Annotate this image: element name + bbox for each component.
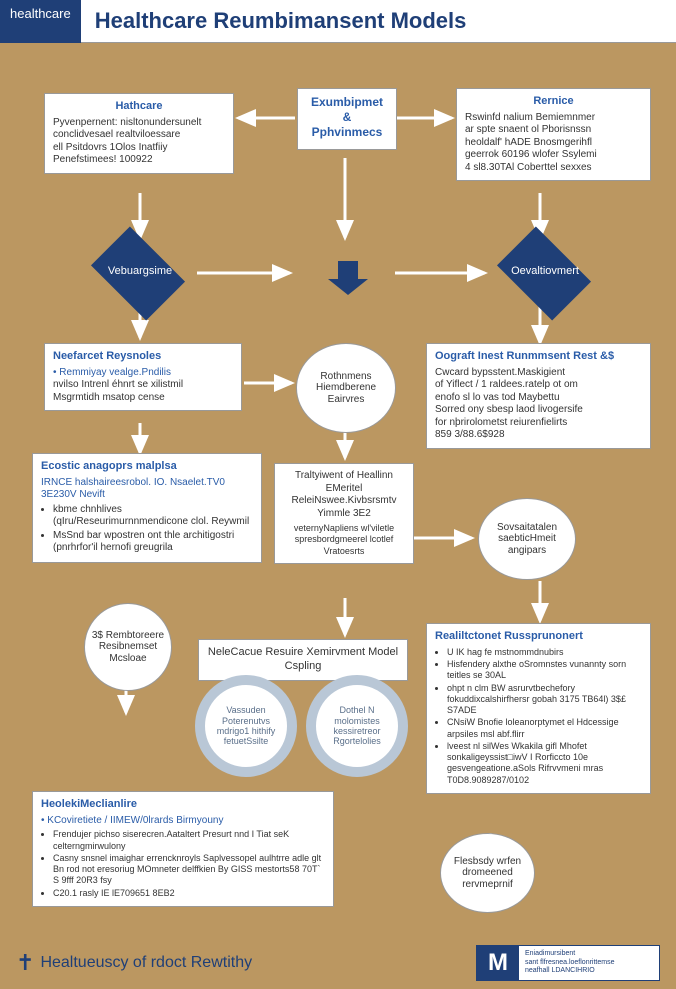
list-item: kbme chnhlives (qIru/Reseurimurnnmendico… [53, 504, 253, 529]
node-top-right: Rernice Rswinfd nalium Bemiemnmer ar spt… [456, 88, 651, 181]
node-list: kbme chnhlives (qIru/Reseurimurnnmendico… [41, 504, 253, 555]
node-line: heoldalf' hADE Bnosmgerihfl [465, 137, 642, 150]
list-item: U IK hag fe mstnommdnubirs [447, 647, 642, 658]
node-title: Ecostic anagoprs malplsa [41, 460, 253, 474]
node-title: Realiltctonet Russprunonert [435, 630, 642, 644]
page: healthcare Healthcare Reumbimansent Mode… [0, 0, 676, 989]
logo-line: neafhall LDANCIHRIO [525, 967, 653, 975]
node-subtitle: IRNCE halshaireesrobol. IO. Nsaelet.TV0 … [41, 477, 253, 502]
list-item: MsSnd bar wpostren ont thle architigostr… [53, 530, 253, 555]
node-line: for nþrirolometst reiurenfielirts [435, 417, 642, 430]
node-circle-right: Sovsaitatalen saebticHmeit angipars [478, 498, 576, 580]
node-circle-small: 3$ Rembtoreere Resibnemset Mcsloae [84, 603, 172, 691]
list-item: Frendujer pichso siserecren.Aataltert Pr… [53, 829, 325, 852]
node-title: Rothnmens Hiemdberene Eairvres [303, 371, 389, 406]
node-ring-a: Vassuden Poterenutvs mdrigo1 hithify fet… [195, 675, 297, 777]
node-title: Flesbsdy wrfen dromeened rervmeprnif [447, 856, 528, 891]
node-line: Sorred ony sbesp laod livogersife [435, 404, 642, 417]
node-mid-right: Oograft Inest Runmmsent Rest &$ Cwcard b… [426, 343, 651, 449]
header: healthcare Healthcare Reumbimansent Mode… [0, 0, 676, 43]
node-title: Dothel N molomistes kessiretreor Rgortel… [320, 705, 394, 746]
node-line: veternyNapliens wl'viletle [283, 523, 405, 534]
node-title: 3$ Rembtoreere Resibnemset Mcsloae [91, 630, 165, 665]
node-title: Oograft Inest Runmmsent Rest &$ [435, 350, 642, 364]
footer-left: ✝ Healtueuscy of rdoct Rewtithy [16, 950, 252, 976]
node-line: Remmiyay vealge.Pndilis [59, 367, 171, 378]
node-line: Penefstimees! 100922 [53, 154, 225, 167]
node-subtitle: KCoviretiete / IIMEW/0lrards Birmyouny [47, 815, 223, 826]
node-line: of Yiflect / 1 raldees.ratelp ot om [435, 379, 642, 392]
node-title: NeleCacue Resuire Xemirvment Model Cspli… [207, 646, 399, 674]
node-line: 4 sl8.30TAl Coberttel sexxes [465, 162, 642, 175]
node-title: Traltyiwent of Heallinn EMeritel ReleiNs… [283, 470, 405, 520]
node-title: Neefarcet Reysnoles [53, 350, 233, 364]
node-line: Msgrmtidh msatop cense [53, 392, 233, 405]
list-item: ohpt n clm BW asrurvtbechefory fokuddixc… [447, 683, 642, 717]
node-line: nvilso Intrenl éhnrt se xilistmil [53, 379, 233, 392]
node-model-bar: NeleCacue Resuire Xemirvment Model Cspli… [198, 639, 408, 681]
footer-text: Healtueuscy of rdoct Rewtithy [40, 954, 252, 972]
node-circle-mid: Rothnmens Hiemdberene Eairvres [296, 343, 396, 433]
node-center-box: Traltyiwent of Heallinn EMeritel ReleiNs… [274, 463, 414, 564]
node-line: enofo sl lo vas tod Maybettu [435, 392, 642, 405]
node-mid-left: Neefarcet Reysnoles • Remmiyay vealge.Pn… [44, 343, 242, 411]
list-item: lveest nl silWes Wkakila gifl Mhofet son… [447, 741, 642, 786]
footer: ✝ Healtueuscy of rdoct Rewtithy M Eniadi… [0, 937, 676, 989]
node-ring-b: Dothel N molomistes kessiretreor Rgortel… [306, 675, 408, 777]
node-line: conclidvesael realtviloessare [53, 129, 225, 142]
node-big-right: Realiltctonet Russprunonert U IK hag fe … [426, 623, 651, 794]
node-line: ar spte snaent ol Pborisnssn [465, 124, 642, 137]
logo-text: Eniadimursibent sant flfresnea.loeflonri… [519, 946, 659, 979]
node-list: U IK hag fe mstnommdnubirs Hisfendery al… [435, 647, 642, 786]
node-line: 859 3/88.6$928 [435, 429, 642, 442]
list-item: C20.1 rasly IE lE709651 8EB2 [53, 888, 325, 899]
node-bottom-left: HeolekiMeclianlire • KCoviretiete / IIME… [32, 791, 334, 907]
node-title: Hathcare [53, 100, 225, 114]
node-line: spresbordgmeerel lcotlef [283, 534, 405, 545]
logo-line: Eniadimursibent [525, 950, 653, 958]
node-line: Cwcard bypsstent.Maskigient [435, 367, 642, 380]
node-circle-bottom: Flesbsdy wrfen dromeened rervmeprnif [440, 833, 535, 913]
node-line: Pyvenpernent: nisltonundersunelt [53, 117, 225, 130]
page-title: Healthcare Reumbimansent Models [81, 0, 676, 43]
list-item: Hisfendery alxthe oSromnstes vunannty so… [447, 659, 642, 682]
list-item: Casny snsnel imaighar errencknroyls Sapl… [53, 853, 325, 887]
node-title: Rernice [465, 95, 642, 109]
node-title: Exumbipmet & Pphvinmecs [306, 95, 388, 140]
header-tag: healthcare [0, 0, 81, 43]
footer-logo: M Eniadimursibent sant flfresnea.loeflon… [476, 945, 660, 980]
list-item: CNsiW Bnofie loleanorptymet el Hdcessige… [447, 717, 642, 740]
node-line: Vratoesrts [283, 546, 405, 557]
logo-mark: M [477, 946, 519, 979]
node-top-left: Hathcare Pyvenpernent: nisltonundersunel… [44, 93, 234, 174]
node-line: ell Psitdovrs 1Olos Inatfiiy [53, 142, 225, 155]
node-title: Sovsaitatalen saebticHmeit angipars [485, 522, 569, 557]
node-title: HeolekiMeclianlire [41, 798, 325, 812]
decision-left [91, 226, 185, 320]
node-left-bullets: Ecostic anagoprs malplsa IRNCE halshaire… [32, 453, 262, 563]
node-title: Vassuden Poterenutvs mdrigo1 hithify fet… [209, 705, 283, 746]
node-line: geerrok 60196 wlofer Ssylemi [465, 149, 642, 162]
logo-line: sant flfresnea.loeflonrittemse [525, 959, 653, 967]
node-list: Frendujer pichso siserecren.Aataltert Pr… [41, 829, 325, 899]
cross-icon: ✝ [16, 950, 34, 976]
node-top-center: Exumbipmet & Pphvinmecs [297, 88, 397, 150]
decision-right [497, 226, 591, 320]
node-line: Rswinfd nalium Bemiemnmer [465, 112, 642, 125]
flowchart-canvas: Exumbipmet & Pphvinmecs Hathcare Pyvenpe… [0, 43, 676, 973]
